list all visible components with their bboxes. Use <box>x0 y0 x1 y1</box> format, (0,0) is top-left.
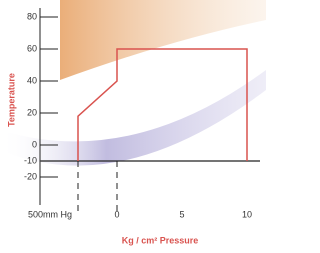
x-tick-label: 5 <box>179 209 184 219</box>
x-tick-label: 10 <box>242 209 252 219</box>
decor-swoosh <box>60 0 266 80</box>
y-tick-label: 0 <box>32 139 37 149</box>
y-tick-label: 60 <box>27 43 37 53</box>
y-tick-label: -10 <box>24 155 37 165</box>
y-tick-label: 40 <box>27 75 37 85</box>
chart: Temperature Kg / cm² Pressure 80 60 40 20 0 -… <box>0 0 266 253</box>
y-axis-label: Temperature <box>6 73 16 127</box>
y-tick-label: 20 <box>27 107 37 117</box>
y-tick-label: 80 <box>27 11 37 21</box>
x-axis-label: Kg / cm² Pressure <box>122 235 199 245</box>
y-tick-label: -20 <box>24 171 37 181</box>
x-tick-label: 500mm Hg <box>28 209 72 219</box>
